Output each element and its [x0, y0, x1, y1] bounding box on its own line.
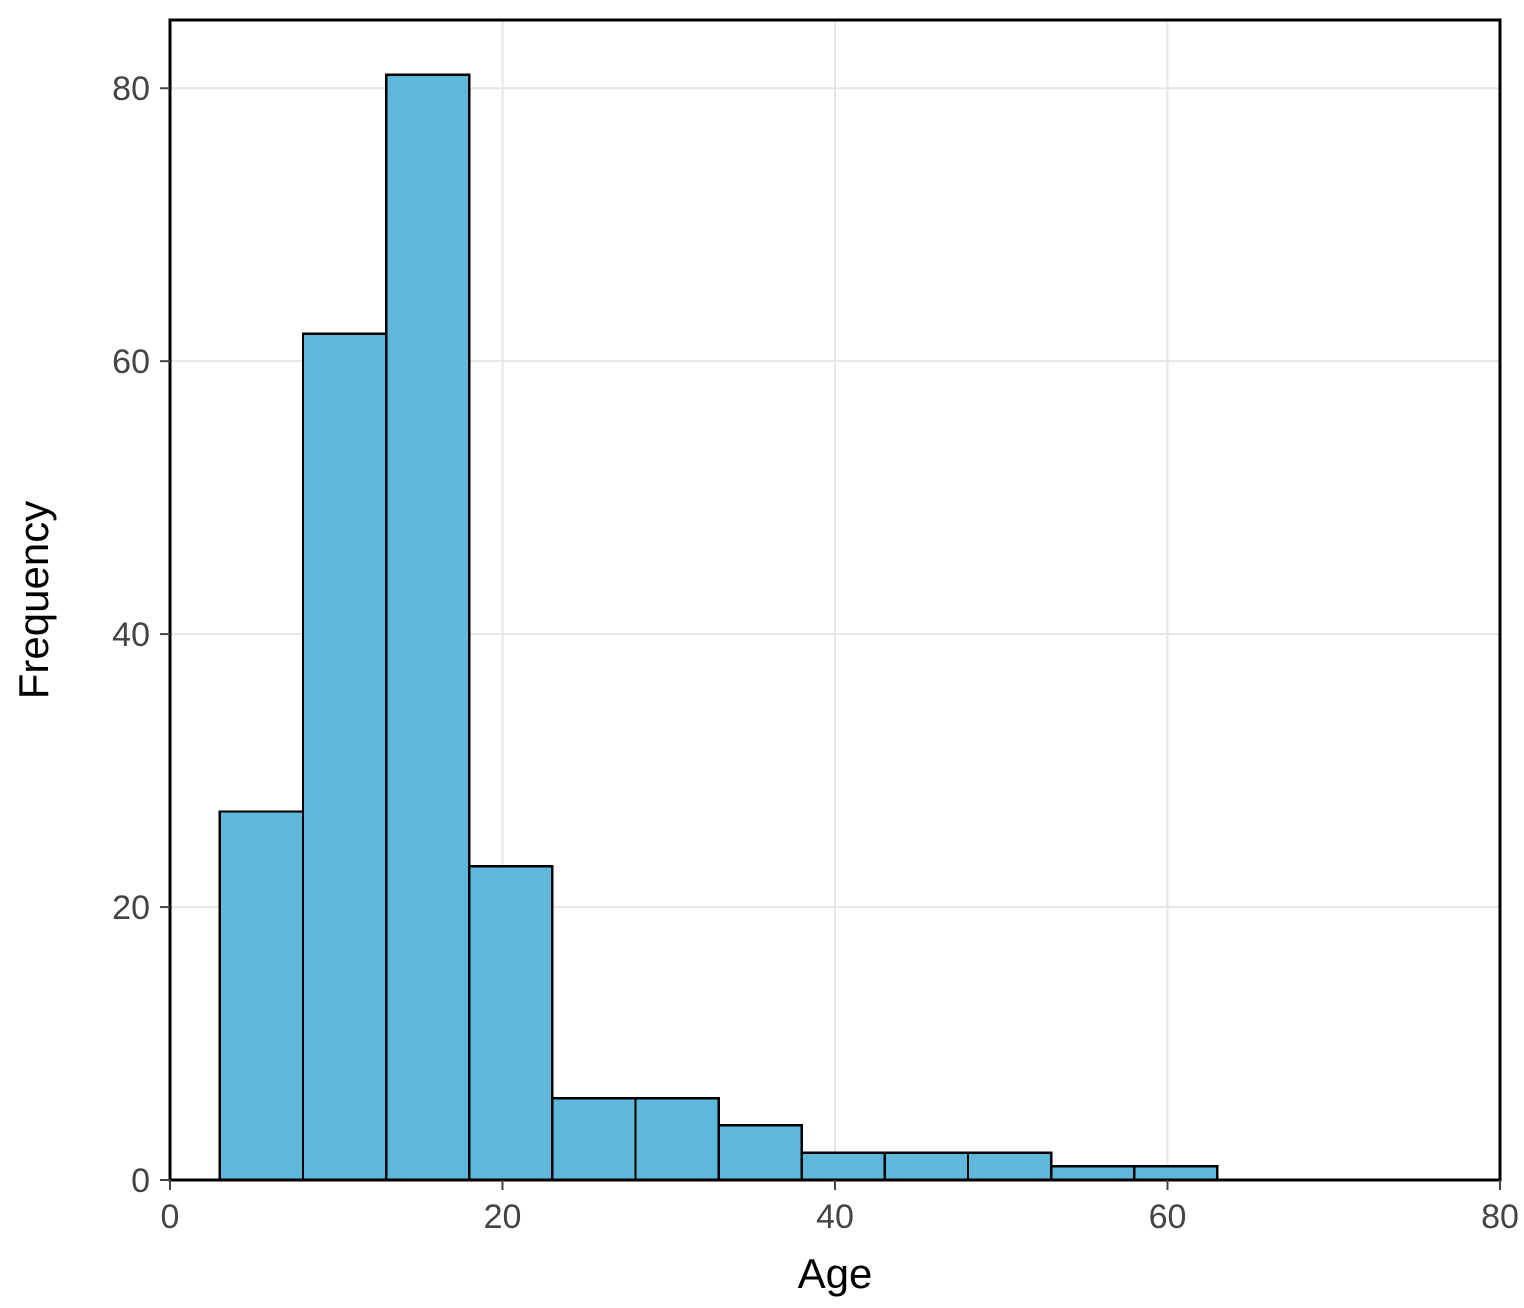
histogram-bar [885, 1153, 968, 1180]
x-axis-title: Age [798, 1250, 873, 1297]
histogram-container: 0 20 40 60 80 0 20 40 60 80 Age Frequency [0, 0, 1524, 1308]
histogram-bar [968, 1153, 1051, 1180]
y-tick-label: 80 [112, 70, 150, 108]
histogram-svg: 0 20 40 60 80 0 20 40 60 80 Age Frequency [0, 0, 1524, 1308]
histogram-bar [719, 1125, 802, 1180]
x-tick-label: 60 [1149, 1198, 1187, 1236]
histogram-bar [1051, 1166, 1134, 1180]
y-tick-label: 60 [112, 343, 150, 381]
y-axis-title: Frequency [10, 501, 57, 699]
histogram-bar [386, 75, 469, 1180]
histogram-bar [303, 334, 386, 1180]
histogram-bar [469, 866, 552, 1180]
x-tick-label: 0 [161, 1198, 180, 1236]
y-tick-label: 0 [131, 1162, 150, 1200]
histogram-bar [636, 1098, 719, 1180]
x-tick-label: 40 [816, 1198, 854, 1236]
y-tick-label: 40 [112, 616, 150, 654]
histogram-bar [1134, 1166, 1217, 1180]
histogram-bar [220, 812, 303, 1180]
histogram-bar [552, 1098, 635, 1180]
y-tick-label: 20 [112, 889, 150, 927]
histogram-bar [802, 1153, 885, 1180]
x-tick-label: 20 [484, 1198, 522, 1236]
x-tick-label: 80 [1481, 1198, 1519, 1236]
